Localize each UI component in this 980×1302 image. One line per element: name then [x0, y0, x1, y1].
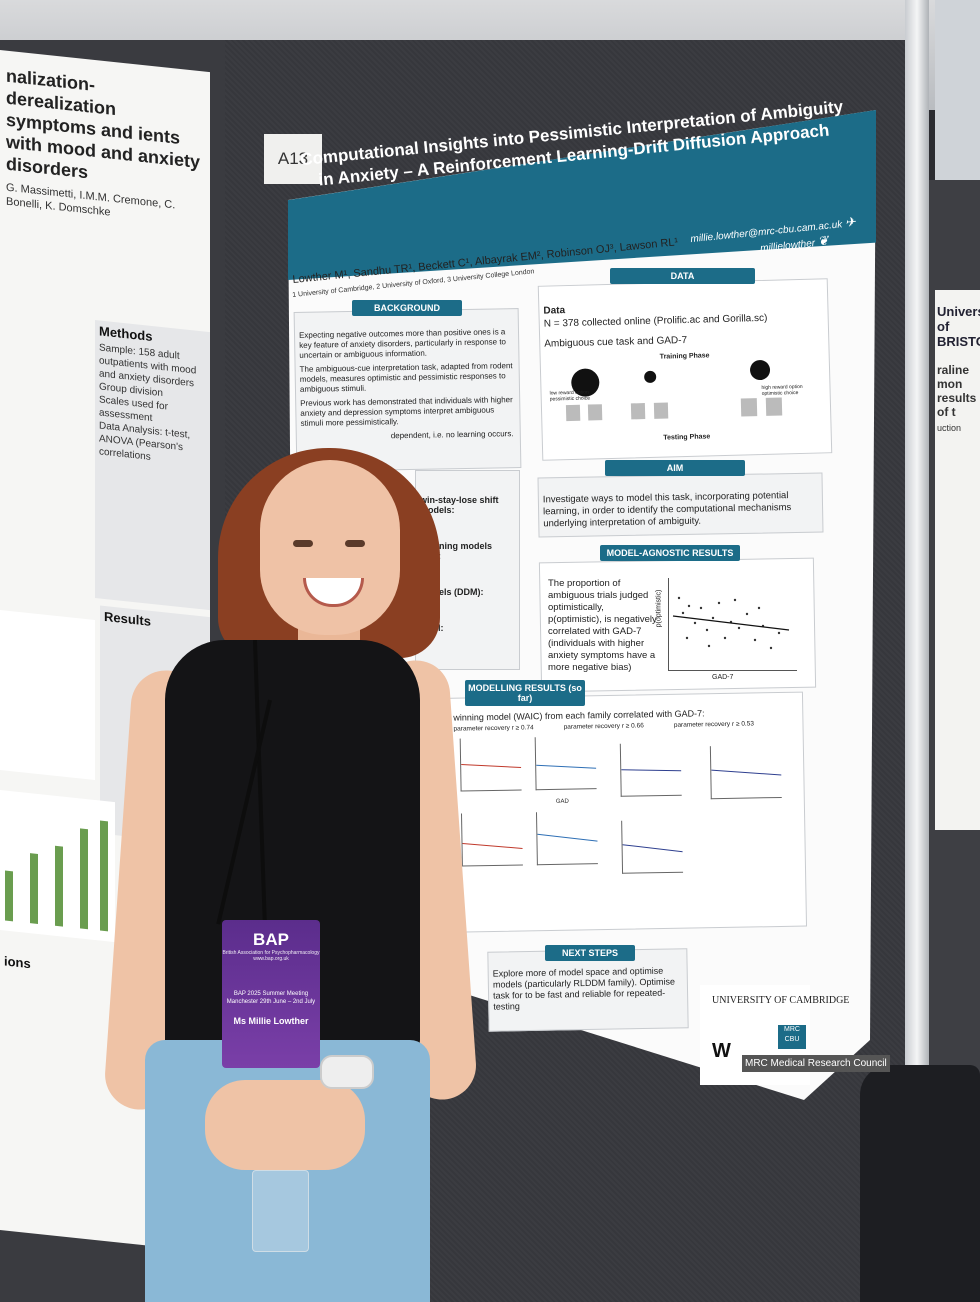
results-heading: Results — [104, 608, 151, 629]
person-right-eye — [345, 540, 365, 547]
data-panel: Data N = 378 collected online (Prolific.… — [537, 278, 833, 461]
smartwatch — [320, 1055, 374, 1089]
scatter-y-label: p(optimistic) — [655, 589, 663, 628]
badge-event: BAP 2025 Summer Meeting Manchester 29th … — [226, 991, 316, 1005]
high-reward-label: high reward option optimistic choice — [761, 383, 803, 398]
backpack — [860, 1065, 980, 1302]
butterfly-icon: ❦ — [816, 232, 830, 249]
bap-logo: BAP — [253, 930, 289, 949]
background-paragraph: Previous work has demonstrated that indi… — [300, 395, 513, 428]
axis-tick-label: GAD — [555, 798, 569, 805]
window — [935, 0, 980, 200]
data-task: Ambiguous cue task and GAD-7 — [544, 334, 688, 350]
low-reward-label: low reward option pessimistic choice — [549, 389, 591, 403]
data-heading: DATA — [610, 268, 755, 284]
parameter-recovery: parameter recovery r ≥ 0.53 — [673, 720, 755, 729]
background-paragraph: Expecting negative outcomes more than po… — [298, 327, 507, 360]
mini-scatter-plot — [619, 742, 682, 797]
mini-scatter-plot — [534, 736, 597, 791]
right-poster: University of BRISTOL raline mon results… — [935, 290, 980, 830]
modelling-results-heading: MODELLING RESULTS (so far) — [465, 680, 585, 706]
left-poster-conclusions: ions — [0, 950, 98, 1238]
background-heading: BACKGROUND — [352, 300, 462, 316]
name-badge: BAP British Association for Psychopharma… — [222, 920, 320, 1068]
bap-logo-subtitle: British Association for Psychopharmacolo… — [222, 950, 320, 962]
left-poster-chart — [0, 610, 95, 780]
model-agnostic-scatter — [668, 578, 797, 671]
modelling-fragment: models (DDM): — [420, 587, 484, 597]
left-poster-methods: Methods Sample: 158 adult outpatients wi… — [95, 319, 210, 611]
left-poster-title: nalization-derealization symptoms and ie… — [6, 65, 201, 183]
booth-number-label: A13 — [264, 134, 322, 184]
wellcome-logo: W — [712, 1040, 731, 1062]
person-hands — [205, 1080, 365, 1170]
next-steps-heading: NEXT STEPS — [545, 945, 635, 961]
mini-scatter-plot — [621, 819, 684, 874]
scatter-graphic — [672, 596, 790, 650]
mini-scatter-plot — [535, 811, 598, 866]
left-poster-bar-chart — [0, 790, 115, 943]
next-steps-text: Explore more of model space and optimise… — [492, 965, 675, 1012]
paper-plane-icon: ✈ — [844, 213, 857, 230]
cambridge-logo: UNIVERSITY OF CAMBRIDGE — [712, 995, 850, 1006]
conclusions-heading: ions — [4, 953, 31, 972]
bar-chart-graphic — [5, 820, 108, 932]
bristol-logo: University of BRISTOL — [937, 304, 980, 349]
task-diagram — [565, 360, 783, 422]
mrc-logo: MRC Medical Research Council — [742, 1055, 890, 1072]
scatter-x-label: GAD-7 — [712, 674, 734, 681]
model-agnostic-heading: MODEL-AGNOSTIC RESULTS — [600, 545, 740, 561]
person-left-eye — [293, 540, 313, 547]
background-paragraph: dependent, i.e. no learning occurs. — [390, 429, 514, 441]
badge-name: Ms Millie Lowther — [233, 1016, 309, 1026]
left-poster: nalization-derealization symptoms and ie… — [0, 50, 210, 1253]
plastic-cup — [252, 1170, 309, 1252]
mini-scatter-plot — [459, 737, 522, 792]
mini-scatter-plot — [460, 812, 523, 867]
aim-panel: Investigate ways to model this task, inc… — [537, 472, 824, 538]
parameter-recovery: parameter recovery r ≥ 0.66 — [563, 722, 644, 731]
mrc-cbu-logo: MRC CBU — [778, 1025, 806, 1049]
right-poster-section: uction — [937, 423, 962, 433]
left-poster-intro — [0, 330, 98, 608]
parameter-recovery: parameter recovery r ≥ 0.74 — [453, 724, 534, 733]
mini-scatter-plot — [709, 744, 782, 800]
modelling-fragment: win-stay-lose shift models: — [420, 495, 499, 515]
aim-text: Investigate ways to model this task, inc… — [542, 490, 792, 530]
modelling-results-panel: winning model (WAIC) from each family co… — [407, 691, 808, 934]
background-paragraph: The ambiguous-cue interpretation task, a… — [299, 361, 513, 394]
person-face — [260, 460, 400, 635]
aim-heading: AIM — [605, 460, 745, 476]
model-agnostic-text: The proportion of ambiguous trials judge… — [548, 578, 657, 673]
right-poster-title: raline mon results of t — [937, 363, 977, 419]
